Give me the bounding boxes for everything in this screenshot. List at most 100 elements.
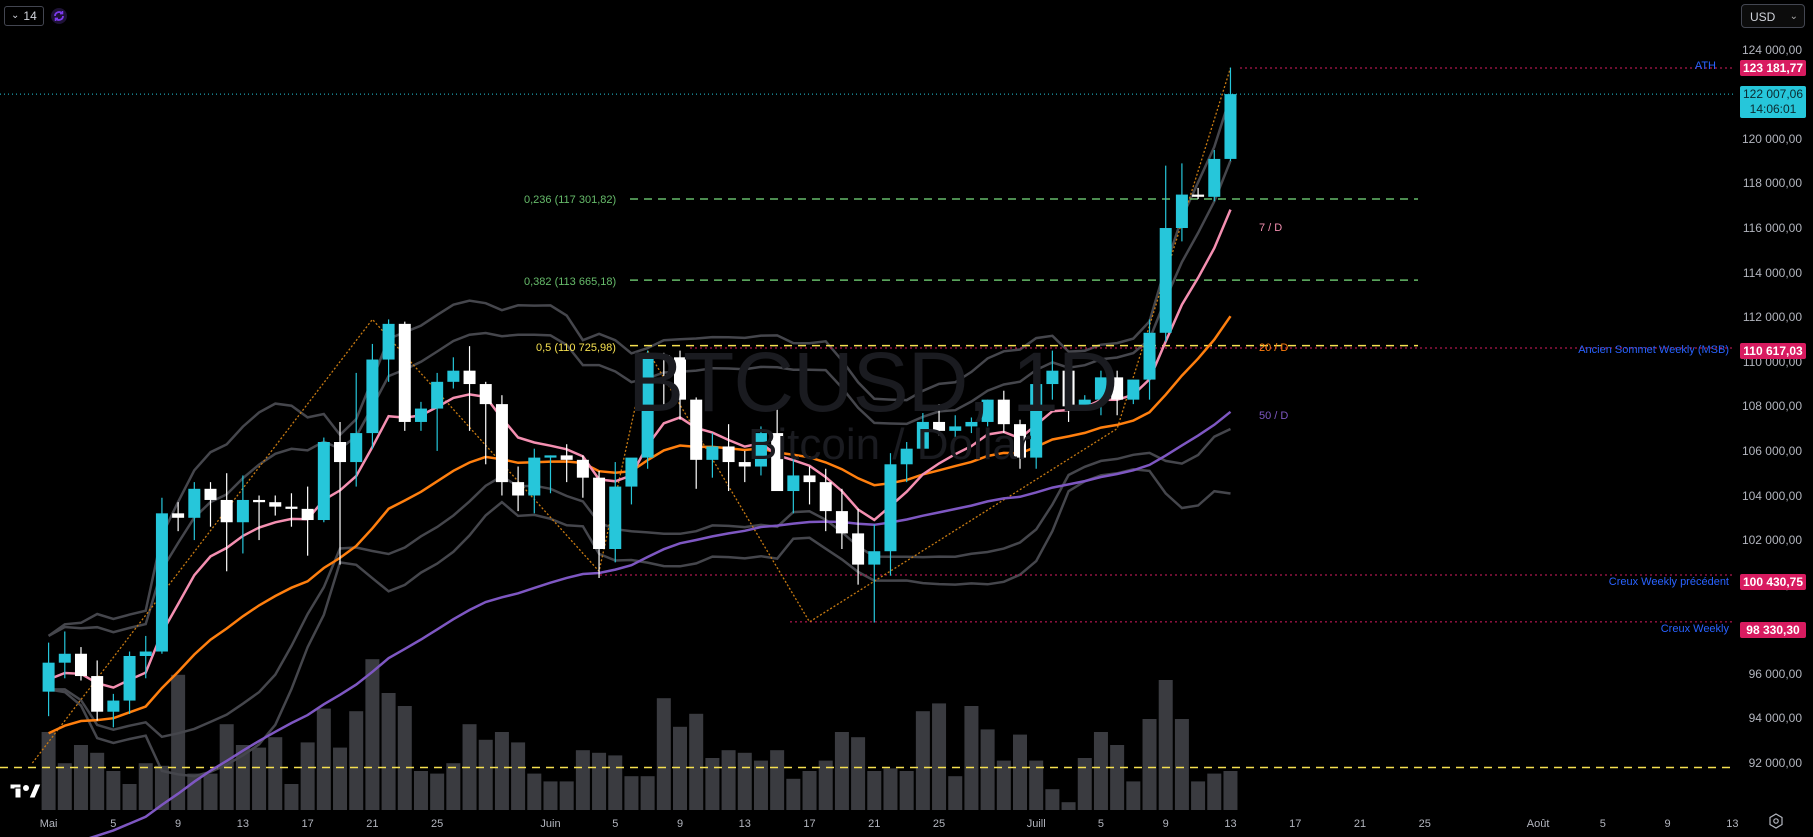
candle-body xyxy=(447,370,460,382)
volume-bar xyxy=(948,776,963,810)
price-axis-label: 114 000,00 xyxy=(1742,265,1802,280)
sync-icon[interactable] xyxy=(51,8,67,24)
volume-bar xyxy=(1158,680,1173,810)
candle-body xyxy=(172,513,185,518)
time-axis-label: 25 xyxy=(1418,818,1431,830)
candle-body xyxy=(674,357,687,400)
time-axis-label: 21 xyxy=(1353,818,1367,830)
candle-body xyxy=(285,506,298,509)
lower-band-0 xyxy=(48,427,1232,739)
ma20-label: 20 / D xyxy=(1259,342,1289,354)
candle-body xyxy=(868,551,881,565)
candle-body xyxy=(317,442,330,521)
candle-body xyxy=(657,355,670,358)
volume-bar xyxy=(932,703,947,810)
volume-bar xyxy=(624,776,639,810)
candle-body xyxy=(253,499,266,503)
volume-bar xyxy=(996,760,1011,810)
volume-bar xyxy=(964,706,979,810)
time-axis-label: 17 xyxy=(803,818,816,830)
candle-body xyxy=(835,511,848,534)
currency-selector[interactable]: USD ⌄ xyxy=(1741,4,1805,28)
candle-body xyxy=(463,370,476,385)
volume-bar xyxy=(235,745,250,810)
price-axis-label: 104 000,00 xyxy=(1741,488,1802,503)
volume-bar xyxy=(1029,760,1044,810)
candle-body xyxy=(706,446,719,460)
candle-body xyxy=(366,359,379,434)
candle-body xyxy=(204,488,217,500)
candle-body xyxy=(123,655,136,701)
candle-body xyxy=(42,662,55,692)
ma50-line xyxy=(88,410,1232,837)
volume-bar xyxy=(122,784,137,810)
time-axis-label: 9 xyxy=(1162,818,1169,830)
candle-body xyxy=(398,323,411,422)
candle-body xyxy=(560,455,573,460)
candle-body xyxy=(1078,399,1091,407)
volume-bar xyxy=(365,659,380,810)
volume-bar xyxy=(349,711,364,810)
volume-bar xyxy=(316,708,331,810)
price-axis-label: 96 000,00 xyxy=(1748,666,1802,681)
time-axis-label: 25 xyxy=(932,818,946,830)
candle-body xyxy=(754,433,767,467)
candle-body xyxy=(916,421,929,449)
volume-bar xyxy=(494,732,509,810)
volume-bar xyxy=(413,771,428,810)
candle-body xyxy=(690,399,703,460)
candle-body xyxy=(1094,377,1107,400)
candle-body xyxy=(512,482,525,496)
chart-settings-icon[interactable] xyxy=(1768,813,1784,829)
volume-bar xyxy=(608,755,623,810)
volume-bar xyxy=(737,752,752,810)
price-axis-label: 124 000,00 xyxy=(1741,42,1802,57)
time-axis-label: 25 xyxy=(431,818,444,830)
time-axis-label: 21 xyxy=(366,818,379,830)
candle-body xyxy=(382,323,395,360)
msb-price-tag: 110 617,03 xyxy=(1740,343,1806,359)
volume-bar xyxy=(90,752,105,810)
time-axis-label: 5 xyxy=(612,818,619,830)
price-axis-label: 94 000,00 xyxy=(1748,711,1802,726)
time-axis-label: Juin xyxy=(540,818,561,830)
fib-0382-label: 0,382 (113 665,18) xyxy=(524,276,617,288)
candle-body xyxy=(738,462,751,467)
candle-body xyxy=(1208,158,1221,197)
volume-bar xyxy=(1093,732,1108,810)
volume-bar xyxy=(333,747,348,810)
time-axis-label: 9 xyxy=(1664,818,1671,830)
candle-body xyxy=(1014,424,1026,458)
volume-bar xyxy=(575,750,590,810)
price-axis-label: 106 000,00 xyxy=(1741,443,1802,458)
volume-bar xyxy=(543,781,558,810)
time-axis-label: 13 xyxy=(1224,818,1237,830)
volume-bar xyxy=(106,771,121,810)
volume-bar xyxy=(834,732,849,810)
interval-selector[interactable]: ⌄ 14 xyxy=(4,6,44,26)
candle-body xyxy=(1062,370,1075,407)
volume-bar xyxy=(640,776,655,810)
candle-body xyxy=(74,653,87,677)
volume-bar xyxy=(446,763,461,810)
candle-body xyxy=(1175,194,1188,229)
volume-bar xyxy=(1223,771,1238,810)
volume-bar xyxy=(559,781,574,810)
candle-body xyxy=(414,408,427,422)
candle-body xyxy=(965,421,978,427)
msb-line-label: Ancien Sommet Weekly (MSB) xyxy=(1578,344,1729,356)
candle-body xyxy=(1159,228,1172,333)
symbol-watermark: BTCUSD, 1D xyxy=(628,335,1118,429)
candle-body xyxy=(58,653,71,663)
current-price-tag: 122 007,06 14:06:01 xyxy=(1740,86,1806,118)
price-axis-label: 120 000,00 xyxy=(1741,131,1802,146)
candle-body xyxy=(495,404,508,483)
tradingview-logo-icon[interactable] xyxy=(9,782,43,800)
candle-body xyxy=(301,508,314,521)
volume-bar xyxy=(397,706,412,810)
volume-bar xyxy=(753,760,768,810)
bar-countdown: 14:06:01 xyxy=(1749,102,1797,116)
creux-precedent-line-label: Creux Weekly précédent xyxy=(1608,576,1729,588)
candle-body xyxy=(625,457,638,487)
